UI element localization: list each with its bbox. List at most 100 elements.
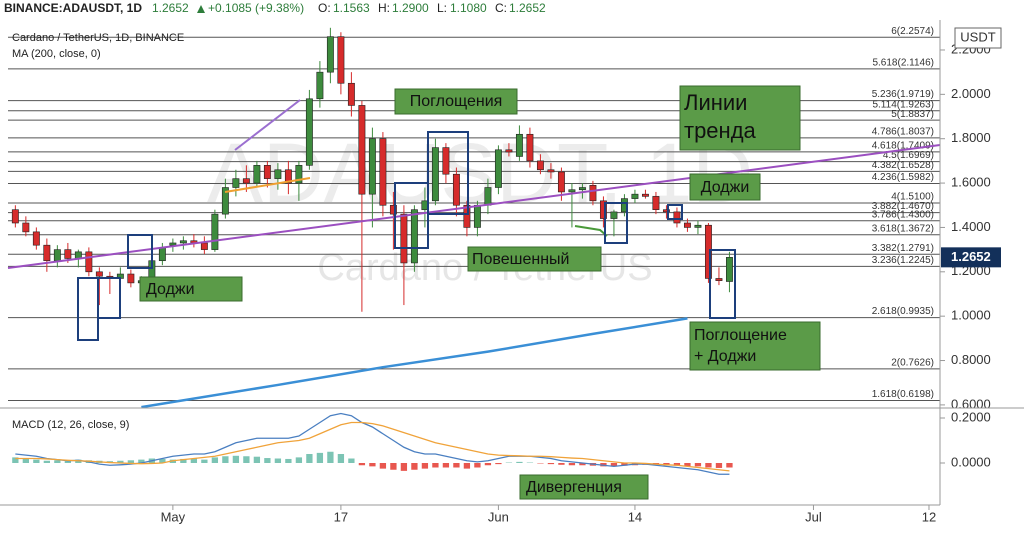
annotation-box: [394, 88, 518, 115]
pattern-box: [127, 234, 153, 269]
macd-histogram-bar: [684, 463, 691, 467]
candle-body: [557, 171, 565, 193]
y-tick-label: 0.0000: [951, 454, 991, 469]
candle-body: [242, 178, 250, 184]
candle-body: [200, 242, 208, 250]
header: BINANCE:ADAUSDT, 1D 1.2652 +0.1085 (+9.3…: [4, 1, 546, 15]
macd-histogram-bar: [285, 458, 292, 464]
candle-body: [274, 169, 282, 179]
candle-body: [158, 247, 166, 262]
candle-body: [515, 133, 523, 157]
macd-histogram-bar: [579, 463, 586, 466]
candle-body: [85, 251, 93, 273]
y-tick-label: 1.0000: [951, 308, 991, 323]
fib-label: 3.882(1.4670): [872, 201, 934, 212]
candle-body: [43, 244, 51, 262]
fib-label: 4.236(1.5982): [872, 172, 934, 183]
macd-histogram-bar: [12, 457, 19, 464]
candle-body: [694, 224, 702, 228]
ohlc-value: 1.1080: [450, 1, 487, 15]
macd-histogram-bar: [726, 463, 733, 468]
fib-label: 4.382(1.6528): [872, 160, 934, 171]
macd-histogram-bar: [222, 456, 229, 464]
macd-histogram-bar: [705, 463, 712, 468]
x-tick-label: May: [161, 509, 186, 524]
annotation: Дивергенция: [526, 479, 622, 496]
macd-histogram-bar: [411, 463, 418, 470]
fib-label: 5.618(2.1146): [872, 58, 934, 69]
macd-histogram-bar: [117, 460, 124, 464]
x-tick-label: 12: [922, 509, 936, 524]
trend-line: [224, 177, 311, 193]
candle-body: [599, 200, 607, 219]
pattern-box: [97, 277, 121, 319]
macd-histogram-bar: [33, 459, 40, 464]
candle-body: [484, 187, 492, 206]
macd-histogram-bar: [673, 463, 681, 466]
fib-label: 5.236(1.9719): [872, 89, 934, 100]
macd-histogram-bar: [463, 463, 471, 469]
y-tick-label: 1.4000: [951, 219, 991, 234]
macd-histogram-bar: [516, 461, 523, 464]
unit-label: USDT: [960, 29, 995, 44]
fib-label: 5(1.8837): [891, 109, 934, 120]
candle-body: [631, 193, 639, 199]
candle-body: [568, 189, 576, 193]
y-tick-label: 2.0000: [951, 86, 991, 101]
x-tick-label: 17: [334, 509, 348, 524]
pattern-box: [667, 204, 683, 220]
pattern-box: [77, 277, 99, 341]
candle-body: [95, 271, 103, 277]
annotation-box: [689, 173, 761, 201]
pattern-box: [604, 202, 628, 244]
y-tick-label: 0.2000: [951, 409, 991, 424]
ohlc-label: O:: [318, 1, 331, 15]
macd-histogram-bar: [484, 463, 492, 466]
macd-histogram-bar: [127, 460, 135, 464]
legend: MA (200, close, 0): [12, 48, 101, 60]
macd-histogram-bar: [306, 454, 313, 464]
ohlc-value: 1.1563: [333, 1, 370, 15]
annotation: Доджи: [146, 281, 195, 298]
y-tick-label: 0.8000: [951, 352, 991, 367]
candle-body: [463, 204, 471, 228]
macd-histogram-bar: [348, 458, 355, 464]
macd-histogram-bar: [295, 457, 303, 464]
macd-histogram-bar: [64, 460, 72, 464]
macd-histogram-bar: [190, 458, 198, 464]
macd-histogram-bar: [694, 463, 702, 467]
fib-label: 1.618(0.6198): [872, 389, 934, 400]
macd-histogram-bar: [715, 463, 723, 468]
macd-histogram-bar: [337, 454, 345, 464]
macd-histogram-bar: [232, 455, 240, 464]
candle-body: [662, 209, 670, 213]
annotation-box: [467, 246, 602, 272]
macd-histogram-bar: [211, 457, 219, 464]
macd-histogram-bar: [43, 460, 51, 464]
macd-histogram-bar: [264, 458, 271, 464]
unit-box[interactable]: [954, 27, 1002, 49]
candle-body: [389, 204, 397, 215]
pattern-box: [427, 131, 469, 215]
macd-histogram-bar: [453, 463, 460, 468]
candle-body: [673, 211, 681, 224]
macd-histogram-bar: [432, 463, 439, 468]
candle-body: [32, 231, 40, 246]
candle-body: [221, 187, 229, 215]
annotation: Поглощения: [410, 93, 503, 110]
symbol: BINANCE:ADAUSDT, 1D: [4, 1, 142, 15]
macd-line: [15, 421, 730, 472]
fib-label: 4.786(1.8037): [872, 127, 934, 138]
candle-body: [64, 249, 72, 259]
candle-body: [589, 184, 597, 202]
candle-body: [505, 149, 513, 153]
macd-histogram-bar: [621, 463, 628, 466]
candle-body: [547, 169, 555, 173]
candle-body: [442, 147, 450, 175]
candle-body: [494, 149, 502, 188]
candle-body: [22, 222, 30, 233]
x-tick-label: Jun: [488, 509, 509, 524]
candle-body: [316, 71, 324, 100]
annotation: Линии: [684, 90, 747, 115]
